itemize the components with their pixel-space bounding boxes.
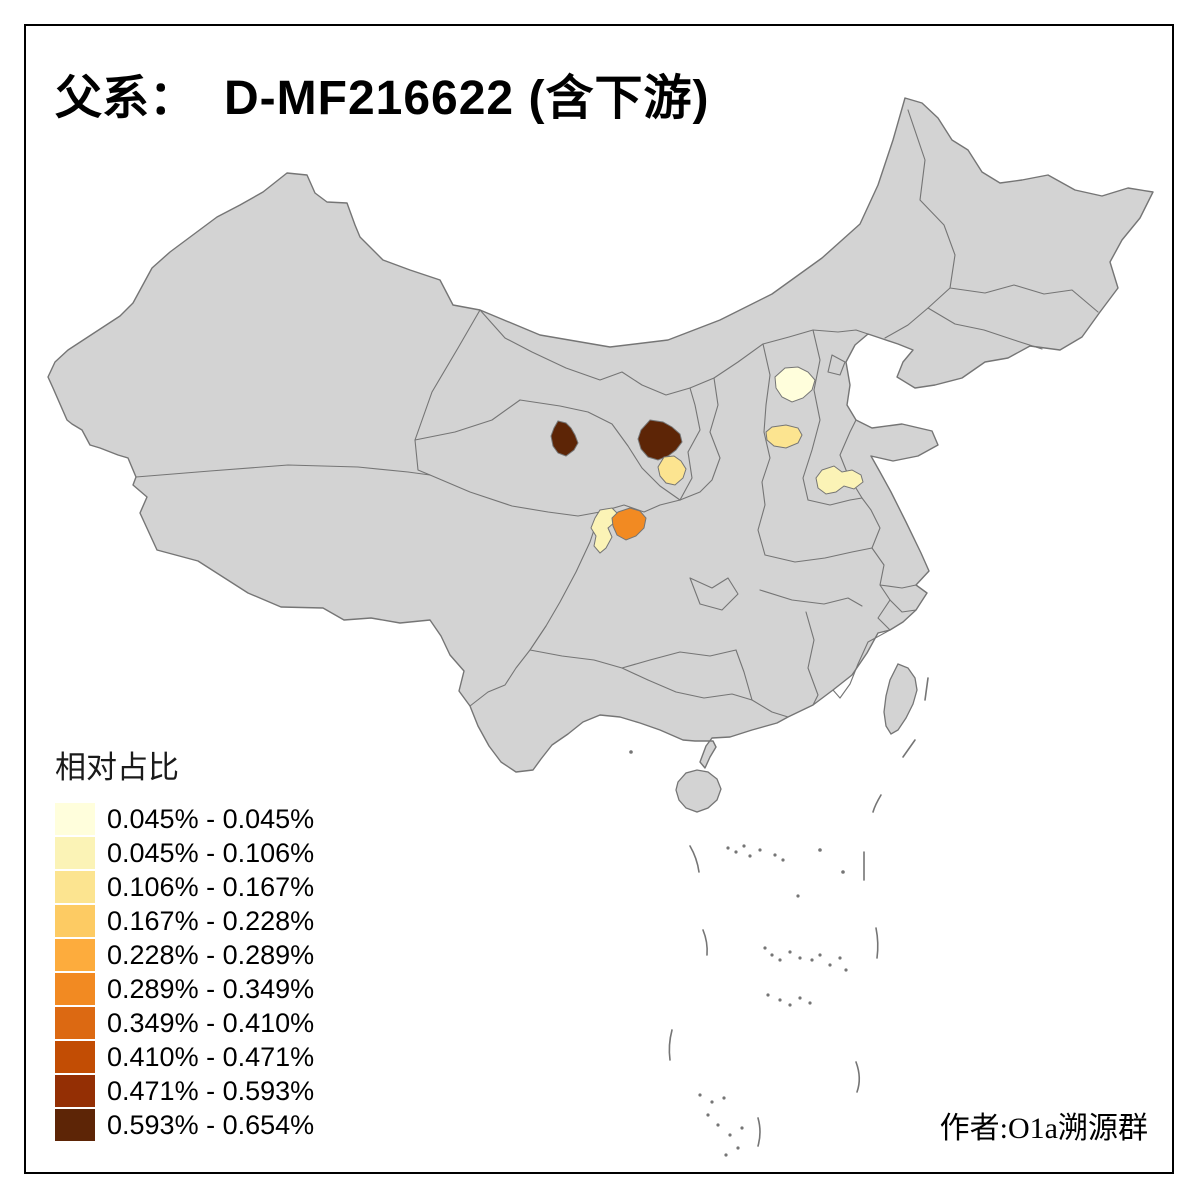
legend-swatch	[55, 973, 95, 1005]
south-china-sea-islets	[629, 750, 848, 1157]
region-qinghai-east	[550, 420, 579, 457]
legend-row: 0.106% - 0.167%	[55, 871, 314, 903]
region-henan-north	[815, 465, 864, 495]
south-china-sea-dashes	[668, 677, 929, 1147]
legend-row: 0.410% - 0.471%	[55, 1041, 314, 1073]
taiwan-island-shape	[883, 663, 918, 735]
legend-row: 0.167% - 0.228%	[55, 905, 314, 937]
legend-swatch	[55, 905, 95, 937]
legend-swatch	[55, 803, 95, 835]
legend-row: 0.593% - 0.654%	[55, 1109, 314, 1141]
plot-frame	[24, 24, 1174, 1174]
region-gansu-south	[657, 455, 687, 486]
legend-label: 0.349% - 0.410%	[107, 1007, 315, 1038]
legend-swatch	[55, 1007, 95, 1039]
page-title: 父系： D-MF216622 (含下游)	[55, 58, 709, 128]
legend-swatch	[55, 1109, 95, 1141]
legend-row: 0.471% - 0.593%	[55, 1075, 314, 1107]
legend-label: 0.289% - 0.349%	[107, 973, 315, 1004]
province-borders	[135, 109, 1099, 718]
region-sichuan-n-orange	[611, 507, 647, 541]
legend-label: 0.410% - 0.471%	[107, 1041, 315, 1072]
legend-label: 0.045% - 0.045%	[107, 803, 315, 834]
author-attribution: 作者:O1a溯源群	[939, 1112, 1148, 1145]
legend-row: 0.349% - 0.410%	[55, 1007, 314, 1039]
legend-swatch	[55, 1041, 95, 1073]
title-main: D-MF216622 (含下游)	[224, 72, 710, 125]
legend-label: 0.106% - 0.167%	[107, 871, 315, 902]
colored-regions	[550, 366, 864, 554]
legend-swatch	[55, 837, 95, 869]
mainland-group	[47, 97, 1154, 813]
legend-swatch	[55, 939, 95, 971]
legend-swatch	[55, 871, 95, 903]
region-shanxi-west	[765, 424, 803, 449]
legend-row: 0.289% - 0.349%	[55, 973, 314, 1005]
legend-row: 0.045% - 0.106%	[55, 837, 314, 869]
region-gansu-lanzhou	[637, 419, 683, 461]
legend-label: 0.228% - 0.289%	[107, 939, 315, 970]
legend-label: 0.045% - 0.106%	[107, 837, 315, 868]
legend-label: 0.471% - 0.593%	[107, 1075, 315, 1106]
legend: 相对占比 0.045% - 0.045% 0.045% - 0.106% 0.1…	[55, 742, 314, 1143]
legend-swatch	[55, 1075, 95, 1107]
legend-row: 0.228% - 0.289%	[55, 939, 314, 971]
legend-title: 相对占比	[55, 750, 179, 785]
legend-row: 0.045% - 0.045%	[55, 803, 314, 835]
hainan-island-shape	[675, 769, 722, 813]
legend-label: 0.167% - 0.228%	[107, 905, 315, 936]
legend-label: 0.593% - 0.654%	[107, 1109, 315, 1140]
title-prefix: 父系：	[55, 73, 196, 125]
china-mainland-shape	[47, 97, 1154, 773]
region-shanxi-north	[774, 366, 816, 403]
